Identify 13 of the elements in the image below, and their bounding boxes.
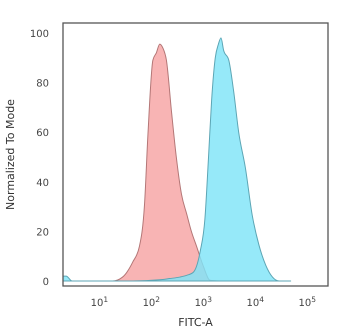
x-axis-title: FITC-A	[178, 316, 214, 329]
x-tick-label: 10$^{1}$	[90, 294, 108, 309]
y-tick-label: 80	[36, 78, 49, 90]
y-tick-label: 100	[30, 28, 49, 40]
y-tick-label: 40	[36, 178, 49, 189]
x-tick-label: 10$^{5}$	[298, 294, 316, 309]
x-tick-label: 10$^{2}$	[142, 294, 160, 309]
y-tick-label: 0	[42, 277, 49, 288]
y-tick-label: 60	[36, 128, 49, 140]
x-tick-label: 10$^{3}$	[194, 294, 212, 309]
x-tick-label: 10$^{4}$	[246, 294, 264, 309]
y-axis-title: Normalized To Mode	[4, 98, 17, 210]
y-tick-label: 20	[36, 227, 49, 238]
